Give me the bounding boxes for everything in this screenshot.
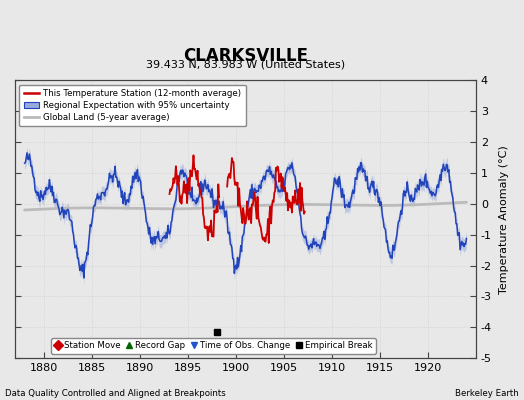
Text: Data Quality Controlled and Aligned at Breakpoints: Data Quality Controlled and Aligned at B… bbox=[5, 389, 226, 398]
Legend: Station Move, Record Gap, Time of Obs. Change, Empirical Break: Station Move, Record Gap, Time of Obs. C… bbox=[51, 338, 376, 354]
Text: Berkeley Earth: Berkeley Earth bbox=[455, 389, 519, 398]
Text: 39.433 N, 83.983 W (United States): 39.433 N, 83.983 W (United States) bbox=[146, 59, 345, 69]
Title: CLARKSVILLE: CLARKSVILLE bbox=[183, 47, 308, 65]
Y-axis label: Temperature Anomaly (°C): Temperature Anomaly (°C) bbox=[499, 145, 509, 294]
